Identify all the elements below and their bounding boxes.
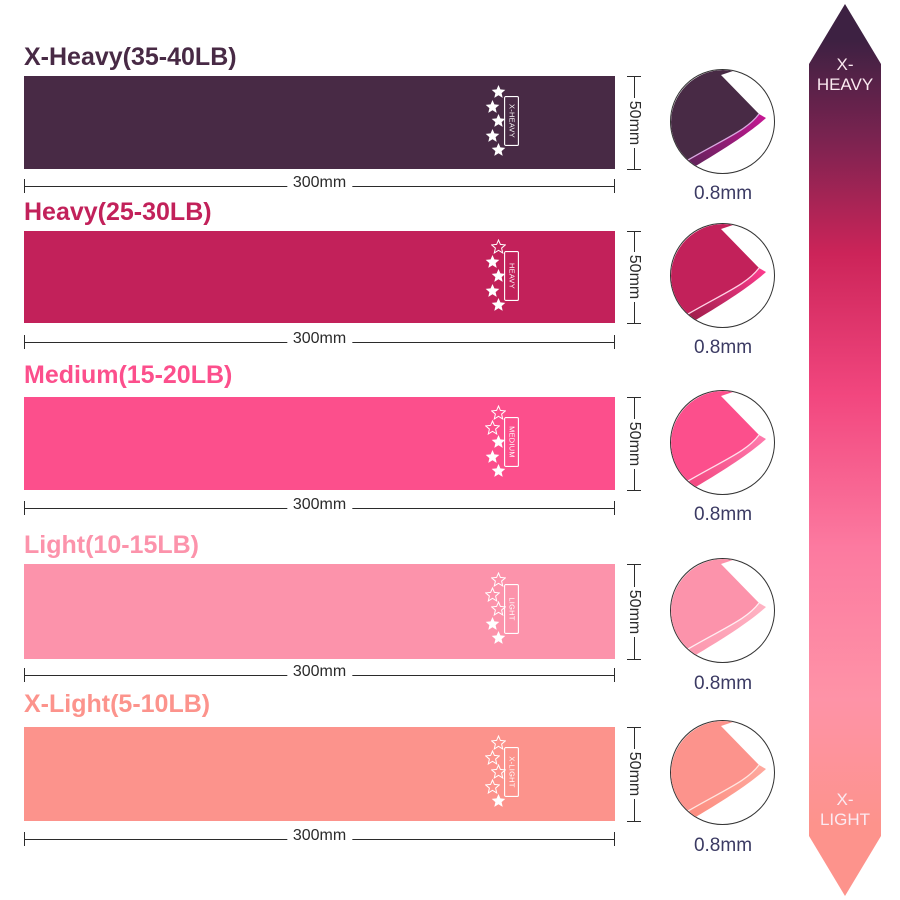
svg-text:X-LIGHT: X-LIGHT <box>508 756 517 787</box>
svg-text:50mm: 50mm <box>626 752 643 796</box>
